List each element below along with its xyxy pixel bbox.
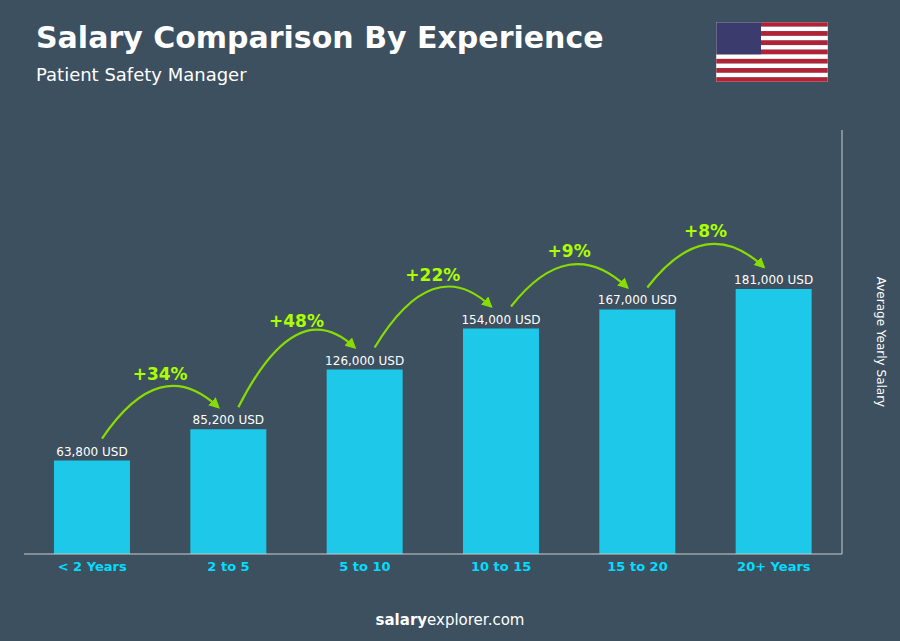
svg-text:+34%: +34%: [133, 364, 188, 384]
svg-text:181,000 USD: 181,000 USD: [734, 273, 813, 287]
html-text:Patient Safety Manager: Patient Safety Manager: [36, 64, 247, 85]
svg-text:+8%: +8%: [684, 221, 727, 241]
svg-text:63,800 USD: 63,800 USD: [56, 445, 127, 459]
svg-text:Average Yearly Salary: Average Yearly Salary: [874, 277, 888, 407]
svg-text:< 2 Years: < 2 Years: [58, 559, 127, 574]
html-text:salary explorer.com: salary explorer.com: [375, 611, 525, 629]
svg-text:85,200 USD: 85,200 USD: [193, 413, 264, 427]
svg-text:5 to 10: 5 to 10: [339, 559, 390, 574]
svg-text:15 to 20: 15 to 20: [607, 559, 667, 574]
svg-text:+48%: +48%: [269, 311, 324, 331]
html-text:Salary Comparison By Experienc: Salary Comparison By Experience: [36, 20, 604, 55]
svg-text:+9%: +9%: [548, 241, 591, 261]
svg-text:20+ Years: 20+ Years: [737, 559, 811, 574]
svg-text:2 to 5: 2 to 5: [207, 559, 249, 574]
svg-text:+22%: +22%: [405, 265, 460, 285]
svg-text:10 to 15: 10 to 15: [471, 559, 531, 574]
svg-text:126,000 USD: 126,000 USD: [325, 354, 404, 368]
svg-text:167,000 USD: 167,000 USD: [598, 293, 677, 307]
svg-text:154,000 USD: 154,000 USD: [461, 313, 540, 327]
